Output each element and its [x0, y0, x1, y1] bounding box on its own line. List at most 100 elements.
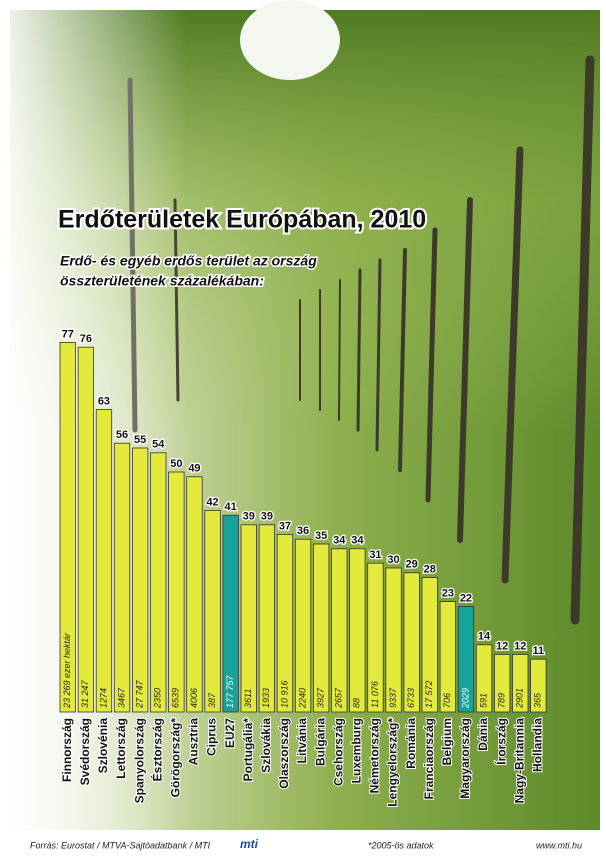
- value-label: 76: [80, 333, 92, 345]
- value-label: 77: [62, 328, 74, 340]
- bar: [151, 453, 167, 712]
- value-label: 54: [152, 439, 165, 451]
- value-label: 23: [442, 588, 454, 600]
- area-label: 365: [533, 692, 543, 708]
- area-label: 177 757: [225, 674, 235, 708]
- category-label: Lettország: [114, 718, 128, 779]
- category-label: Spanyolország: [132, 718, 146, 803]
- area-label: 706: [442, 693, 452, 708]
- logo: mti: [240, 837, 259, 851]
- category-label: Franciaország: [422, 718, 436, 799]
- bar: [332, 549, 348, 712]
- chart-subtitle: Erdő- és egyéb erdős terület az ország: [60, 253, 317, 269]
- category-label: Bulgária: [313, 718, 327, 766]
- area-label: 17 572: [424, 680, 434, 708]
- area-label: 2240: [297, 688, 307, 709]
- category-label: Ciprus: [205, 718, 219, 756]
- source: Forrás: Eurostat / MTVA-Sajtóadatbank / …: [30, 840, 211, 850]
- area-label: 3467: [116, 687, 126, 708]
- website: www.mti.hu: [536, 840, 582, 850]
- area-label: 9337: [388, 687, 398, 708]
- value-label: 55: [134, 434, 146, 446]
- area-label: 3927: [316, 687, 326, 708]
- value-label: 31: [369, 549, 381, 561]
- category-label: Magyarország: [458, 718, 472, 799]
- area-label: 6539: [171, 688, 181, 708]
- category-label: Románia: [404, 718, 418, 769]
- footnote: *2005-ös adatok: [368, 840, 434, 850]
- category-label: EU27: [223, 718, 237, 748]
- category-label: Észtország: [149, 718, 164, 781]
- value-label: 22: [460, 592, 472, 604]
- value-label: 63: [98, 396, 110, 408]
- category-label: Lengyelország*: [386, 718, 400, 807]
- category-label: Belgium: [440, 718, 454, 765]
- value-label: 39: [261, 511, 273, 523]
- value-label: 42: [206, 496, 218, 508]
- area-label: 591: [478, 693, 488, 708]
- area-label: 2657: [334, 687, 344, 709]
- area-label: 23 269 ezer hektár: [62, 632, 72, 709]
- bar: [114, 443, 130, 712]
- bar: [78, 347, 94, 712]
- category-label: Írország: [493, 718, 508, 765]
- bar: [187, 477, 203, 712]
- category-label: Nagy-Britannia: [512, 718, 526, 804]
- bar: [132, 448, 148, 712]
- value-label: 30: [387, 554, 399, 566]
- infographic: Erdőterületek Európában, 2010 Erdő- és e…: [0, 0, 606, 860]
- value-label: 29: [406, 559, 418, 571]
- area-label: 31 247: [80, 679, 90, 708]
- category-label: Dánia: [476, 718, 490, 751]
- area-label: 10 916: [279, 680, 289, 708]
- category-label: Görögország*: [169, 718, 183, 798]
- category-label: Szlovákia: [259, 718, 273, 773]
- value-label: 12: [496, 640, 508, 652]
- value-label: 37: [279, 520, 291, 532]
- value-label: 34: [351, 535, 364, 547]
- bar: [96, 410, 112, 712]
- area-label: 1274: [98, 688, 108, 708]
- bar: [350, 549, 366, 712]
- category-label: Svédország: [78, 718, 92, 785]
- value-label: 35: [315, 530, 327, 542]
- category-label: Luxemburg: [350, 718, 364, 783]
- bar: [295, 539, 311, 712]
- value-label: 12: [514, 640, 526, 652]
- category-label: Szlovénia: [96, 718, 110, 774]
- value-label: 14: [478, 631, 491, 643]
- area-label: 2901: [515, 688, 525, 709]
- category-label: Ausztria: [187, 718, 201, 766]
- area-label: 387: [207, 692, 217, 708]
- value-label: 11: [533, 645, 545, 657]
- bar: [205, 510, 221, 712]
- area-label: 1933: [261, 688, 271, 708]
- area-label: 11 076: [370, 681, 380, 708]
- bar: [169, 472, 185, 712]
- area-label: 789: [497, 693, 507, 708]
- category-label: Olaszország: [277, 718, 291, 789]
- value-label: 36: [297, 525, 309, 537]
- value-label: 34: [333, 535, 346, 547]
- value-label: 49: [188, 463, 200, 475]
- area-label: 6733: [406, 688, 416, 708]
- value-label: 50: [170, 458, 182, 470]
- area-label: 2350: [153, 688, 163, 709]
- category-label: Hollandia: [531, 718, 545, 772]
- category-label: Litvánia: [295, 718, 309, 764]
- category-label: Finnország: [60, 718, 74, 782]
- chart-subtitle: összterületének százalékában:: [60, 273, 264, 289]
- bar: [241, 525, 257, 712]
- value-label: 28: [424, 564, 436, 576]
- value-label: 56: [116, 429, 128, 441]
- value-label: 41: [225, 501, 237, 513]
- area-label: 27 747: [135, 679, 145, 709]
- area-label: 2029: [460, 688, 470, 709]
- area-label: 88: [352, 698, 362, 708]
- category-label: Portugália*: [241, 718, 255, 782]
- area-label: 4006: [189, 688, 199, 708]
- category-label: Németország: [368, 718, 382, 793]
- bar: [313, 544, 329, 712]
- chart-title: Erdőterületek Európában, 2010: [58, 206, 426, 234]
- value-label: 39: [243, 511, 255, 523]
